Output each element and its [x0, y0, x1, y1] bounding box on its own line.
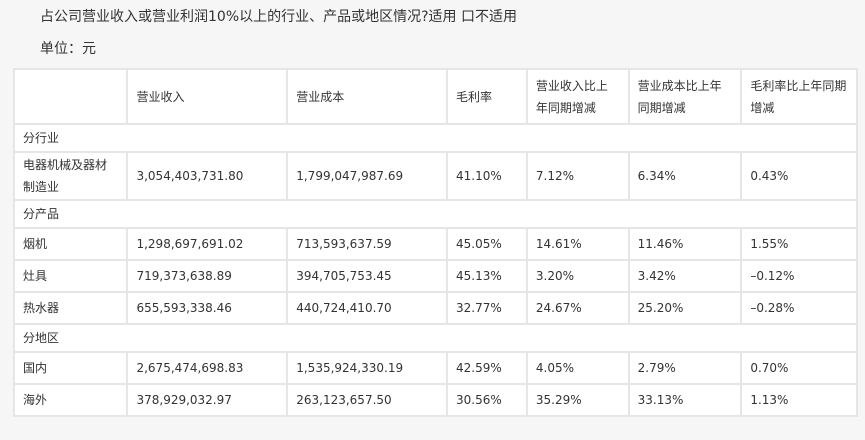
table-row: 灶具 719,373,638.89 394,705,753.45 45.13% 3.20…	[12, 259, 858, 293]
table-cell: 30.56%	[446, 383, 528, 417]
row-label: 灶具	[12, 259, 129, 293]
table-cell: 1.13%	[740, 383, 858, 417]
section-title: 占公司营业收入或营业利润10%以上的行业、产品或地区情况?适用 口不适用	[40, 9, 517, 25]
row-label: 热水器	[12, 291, 129, 325]
header-cell: 营业收入比上年同期增减	[525, 68, 630, 125]
table-cell: 45.05%	[446, 227, 528, 261]
row-label: 烟机	[12, 227, 129, 261]
table-cell: 1,799,047,987.69	[286, 151, 448, 201]
unit-label: 单位：元	[40, 41, 96, 57]
table-row: 海外 378,929,032.97 263,123,657.50 30.56% 35.2…	[12, 383, 858, 417]
table-cell: 11.46%	[627, 227, 743, 261]
row-label: 国内	[12, 351, 129, 385]
table-cell: 14.61%	[525, 227, 630, 261]
table-cell: 35.29%	[525, 383, 630, 417]
section-row: 分产品	[13, 199, 858, 229]
table-cell: 3.20%	[525, 259, 630, 293]
table-cell: 378,929,032.97	[126, 383, 289, 417]
table-cell: 394,705,753.45	[286, 259, 448, 293]
table-cell: 0.70%	[740, 351, 858, 385]
header-cell: 营业成本比上年同期增减	[627, 68, 743, 125]
table-cell: 2.79%	[627, 351, 743, 385]
segment-revenue-table: 营业收入 营业成本 毛利率 营业收入比上年同期增减 营业成本比上年同期增减 毛利…	[12, 68, 858, 417]
table-row: 热水器 655,593,338.46 440,724,410.70 32.77% 24.…	[12, 291, 858, 325]
table-cell: –0.12%	[740, 259, 858, 293]
table-cell: 1,535,924,330.19	[286, 351, 448, 385]
table-cell: 719,373,638.89	[126, 259, 289, 293]
table-row: 烟机 1,298,697,691.02 713,593,637.59 45.05% 14…	[12, 227, 858, 261]
table-cell: 41.10%	[446, 151, 528, 201]
table-header-row: 营业收入 营业成本 毛利率 营业收入比上年同期增减 营业成本比上年同期增减 毛利…	[12, 68, 858, 125]
table-cell: 24.67%	[525, 291, 630, 325]
table-cell: 1.55%	[740, 227, 858, 261]
header-cell: 营业收入	[126, 68, 289, 125]
table-cell: 32.77%	[446, 291, 528, 325]
table-cell: 263,123,657.50	[286, 383, 448, 417]
section-label: 分产品	[13, 199, 858, 229]
header-cell: 营业成本	[286, 68, 448, 125]
table-cell: –0.28%	[740, 291, 858, 325]
section-label: 分地区	[13, 323, 858, 353]
table-cell: 45.13%	[446, 259, 528, 293]
table-cell: 33.13%	[627, 383, 743, 417]
header-cell	[12, 68, 129, 125]
table-cell: 0.43%	[740, 151, 858, 201]
table-row: 电器机械及器材制造业 3,054,403,731.80 1,799,047,987.…	[12, 151, 858, 201]
row-label: 电器机械及器材制造业	[12, 151, 129, 201]
row-label: 海外	[12, 383, 129, 417]
table-row: 国内 2,675,474,698.83 1,535,924,330.19 42.59%…	[12, 351, 858, 385]
section-row: 分行业	[13, 123, 858, 153]
table-cell: 25.20%	[627, 291, 743, 325]
table-cell: 713,593,637.59	[286, 227, 448, 261]
table-cell: 1,298,697,691.02	[126, 227, 289, 261]
table-cell: 4.05%	[525, 351, 630, 385]
section-label: 分行业	[13, 123, 858, 153]
table-cell: 440,724,410.70	[286, 291, 448, 325]
table-cell: 3,054,403,731.80	[126, 151, 289, 201]
table-cell: 3.42%	[627, 259, 743, 293]
table-cell: 655,593,338.46	[126, 291, 289, 325]
table-cell: 6.34%	[627, 151, 743, 201]
table-cell: 42.59%	[446, 351, 528, 385]
header-cell: 毛利率比上年同期增减	[740, 68, 858, 125]
table-cell: 2,675,474,698.83	[126, 351, 289, 385]
section-row: 分地区	[13, 323, 858, 353]
table-cell: 7.12%	[525, 151, 630, 201]
header-cell: 毛利率	[446, 68, 528, 125]
